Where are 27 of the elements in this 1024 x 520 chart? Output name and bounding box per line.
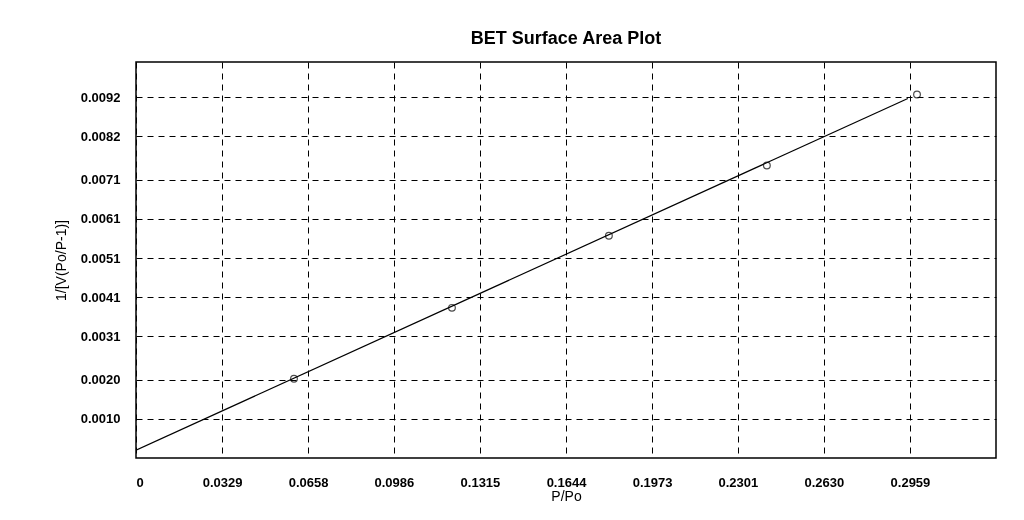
x-tick-label: 0.2959 <box>890 474 931 490</box>
x-tick-label: 0.0329 <box>202 474 243 490</box>
x-tick-label: 0.0986 <box>374 474 415 490</box>
y-tick-label: 0.0041 <box>80 289 121 305</box>
y-tick-label: 0.0051 <box>80 250 121 266</box>
point <box>448 303 456 312</box>
x-tick-label: 0.1315 <box>460 474 501 490</box>
point <box>290 374 298 383</box>
x-tick-label: 0 <box>136 474 144 490</box>
y-tick-label: 0.0010 <box>80 411 121 427</box>
y-axis-title: 1/[V(Po/P-1)] <box>52 220 69 301</box>
x-tick-label: 0.2301 <box>718 474 759 490</box>
x-tick-label: 0.0658 <box>288 474 329 490</box>
x-tick-label: 0.2630 <box>804 474 845 490</box>
chart-title: BET Surface Area Plot <box>470 28 662 48</box>
point <box>913 90 921 99</box>
point <box>604 231 613 240</box>
point <box>762 161 771 170</box>
y-tick-label: 0.0031 <box>80 328 121 344</box>
y-tick-label: 0.0082 <box>80 129 121 144</box>
y-tick-label: 0.0071 <box>80 172 121 188</box>
y-tick-label: 0.0020 <box>80 372 121 388</box>
y-tick-label: 0.0061 <box>80 211 121 227</box>
y-tick-label: 0.0092 <box>80 89 121 105</box>
x-tick-label: 0.1644 <box>546 474 588 490</box>
x-tick-label: 0.1973 <box>632 474 673 490</box>
x-axis-title: P/Po <box>551 487 582 504</box>
